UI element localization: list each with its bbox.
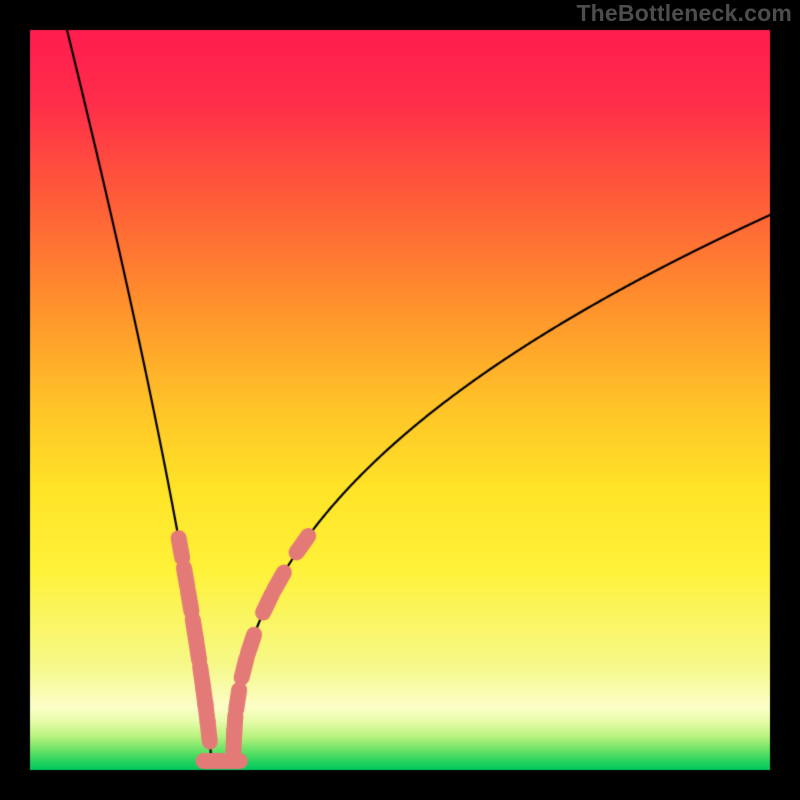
bottleneck-curve-chart	[0, 0, 800, 800]
chart-stage: TheBottleneck.com	[0, 0, 800, 800]
